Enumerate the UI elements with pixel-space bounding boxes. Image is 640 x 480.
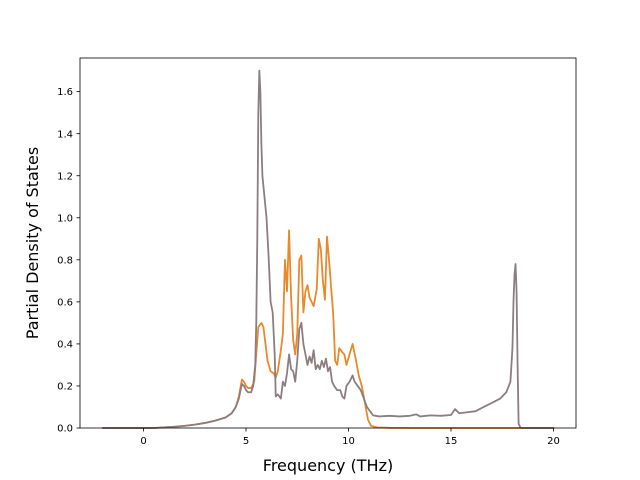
series-layer	[101, 69, 555, 429]
y-tick-label: 1.2	[57, 171, 73, 182]
x-tick-label: 10	[342, 436, 355, 447]
y-tick-label: 0.4	[57, 340, 73, 351]
x-tick-label: 15	[445, 436, 458, 447]
y-tick-label: 0.6	[57, 297, 73, 308]
y-tick-label: 0.0	[57, 424, 73, 435]
y-axis-label: Partial Density of States	[23, 147, 42, 339]
plot-frame	[79, 57, 577, 429]
x-tick-label: 0	[140, 436, 146, 447]
y-tick-label: 0.2	[57, 382, 73, 393]
x-axis-label: Frequency (THz)	[263, 456, 393, 475]
y-tick-label: 1.0	[57, 213, 73, 224]
x-tick-label: 20	[547, 436, 560, 447]
y-tick-label: 1.4	[57, 129, 73, 140]
x-tick-label: 5	[243, 436, 249, 447]
y-tick-label: 0.8	[57, 255, 73, 266]
y-axis-ticks: 0.0 0.2 0.4 0.6 0.8 1.0 1.2 1.4 1.6	[57, 87, 80, 435]
x-axis-ticks: 0 5 10 15 20	[140, 428, 560, 447]
series-line-2	[101, 69, 555, 429]
y-tick-label: 1.6	[57, 87, 73, 98]
